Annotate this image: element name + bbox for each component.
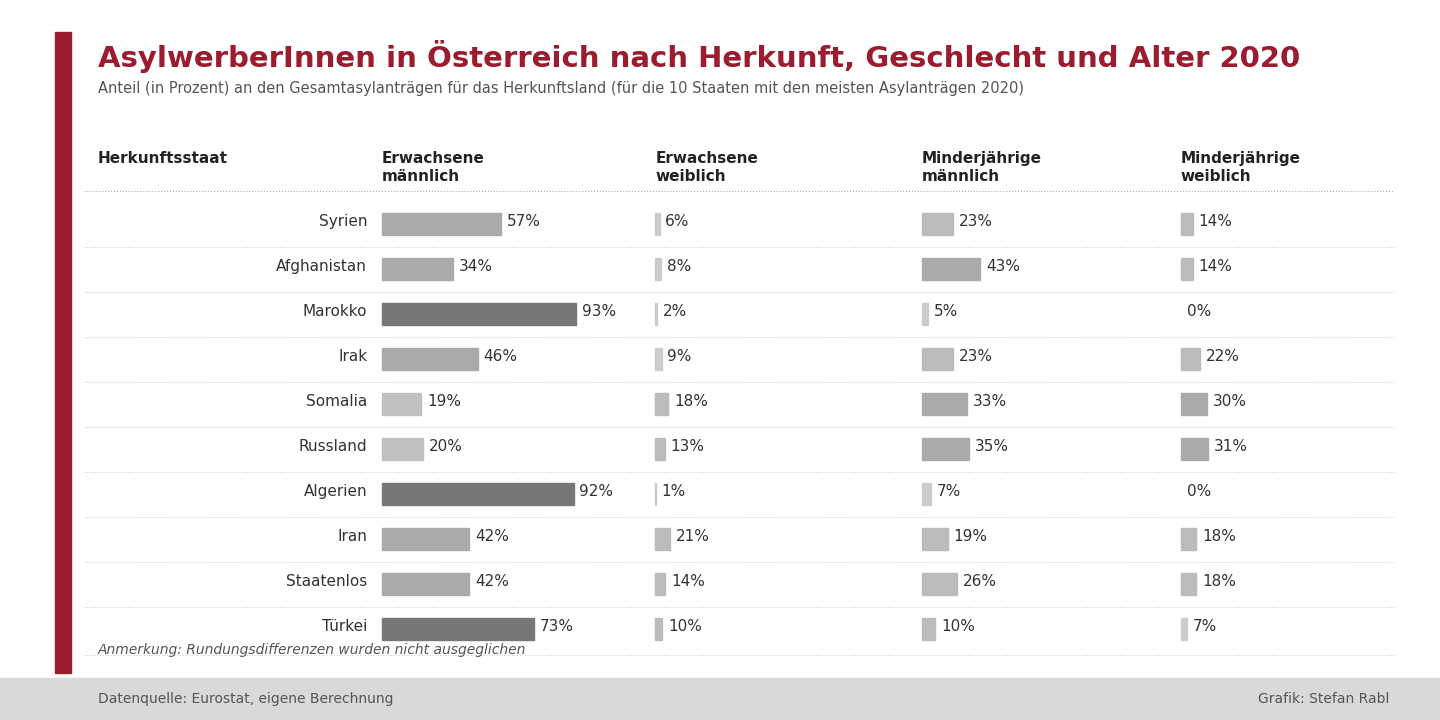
Text: 18%: 18%: [1202, 529, 1236, 544]
Text: 93%: 93%: [582, 305, 616, 320]
Bar: [655, 438, 665, 460]
Text: 57%: 57%: [507, 215, 540, 230]
Text: 31%: 31%: [1214, 439, 1247, 454]
Text: 7%: 7%: [1192, 619, 1217, 634]
Text: Datenquelle: Eurostat, eigene Berechnung: Datenquelle: Eurostat, eigene Berechnung: [98, 692, 393, 706]
Bar: [922, 528, 948, 550]
Text: Syrien: Syrien: [318, 215, 367, 230]
Text: Anmerkung: Rundungsdifferenzen wurden nicht ausgeglichen: Anmerkung: Rundungsdifferenzen wurden ni…: [98, 643, 526, 657]
Text: 6%: 6%: [665, 215, 690, 230]
Bar: [382, 573, 469, 595]
Bar: [382, 618, 534, 640]
Bar: [1181, 618, 1187, 640]
Bar: [655, 303, 657, 325]
Text: Erwachsene
weiblich: Erwachsene weiblich: [655, 151, 757, 184]
Text: 14%: 14%: [1198, 259, 1233, 274]
Text: Grafik: Stefan Rabl: Grafik: Stefan Rabl: [1259, 692, 1390, 706]
Text: Minderjährige
weiblich: Minderjährige weiblich: [1181, 151, 1300, 184]
Bar: [1181, 393, 1207, 415]
Text: Iran: Iran: [337, 529, 367, 544]
Text: 18%: 18%: [674, 395, 708, 410]
Bar: [382, 438, 423, 460]
Text: Afghanistan: Afghanistan: [276, 259, 367, 274]
Text: 19%: 19%: [428, 395, 461, 410]
Text: Minderjährige
männlich: Minderjährige männlich: [922, 151, 1041, 184]
Text: 14%: 14%: [671, 575, 706, 590]
Text: 1%: 1%: [662, 485, 685, 500]
Text: 9%: 9%: [668, 349, 691, 364]
Bar: [382, 258, 452, 280]
Text: 13%: 13%: [671, 439, 704, 454]
Bar: [1181, 438, 1208, 460]
Text: Erwachsene
männlich: Erwachsene männlich: [382, 151, 484, 184]
Text: Herkunftsstaat: Herkunftsstaat: [98, 151, 228, 166]
Bar: [382, 528, 469, 550]
Text: 92%: 92%: [579, 485, 613, 500]
Bar: [382, 393, 422, 415]
Bar: [922, 618, 936, 640]
Bar: [922, 573, 958, 595]
Text: Russland: Russland: [298, 439, 367, 454]
Text: 22%: 22%: [1205, 349, 1240, 364]
Bar: [655, 213, 660, 235]
Bar: [655, 528, 671, 550]
Text: 23%: 23%: [959, 215, 992, 230]
Bar: [655, 393, 668, 415]
Bar: [382, 303, 576, 325]
Text: AsylwerberInnen in Österreich nach Herkunft, Geschlecht und Alter 2020: AsylwerberInnen in Österreich nach Herku…: [98, 40, 1300, 73]
Bar: [655, 348, 662, 370]
Bar: [922, 438, 969, 460]
Text: 34%: 34%: [458, 259, 492, 274]
Text: 2%: 2%: [662, 305, 687, 320]
Bar: [1181, 528, 1197, 550]
Text: 10%: 10%: [942, 619, 975, 634]
Bar: [922, 483, 932, 505]
Text: Anteil (in Prozent) an den Gesamtasylanträgen für das Herkunftsland (für die 10 : Anteil (in Prozent) an den Gesamtasylant…: [98, 81, 1024, 96]
Bar: [382, 348, 478, 370]
Bar: [655, 573, 665, 595]
Bar: [922, 258, 981, 280]
Text: Türkei: Türkei: [321, 619, 367, 634]
Text: Irak: Irak: [338, 349, 367, 364]
Text: 33%: 33%: [972, 395, 1007, 410]
Bar: [1181, 213, 1192, 235]
Text: 5%: 5%: [935, 305, 959, 320]
Text: 21%: 21%: [677, 529, 710, 544]
Bar: [1181, 348, 1200, 370]
Text: 0%: 0%: [1187, 485, 1211, 500]
Bar: [55, 32, 71, 673]
Text: Staatenlos: Staatenlos: [287, 575, 367, 590]
Bar: [1181, 573, 1197, 595]
Text: 7%: 7%: [937, 485, 960, 500]
Text: Algerien: Algerien: [304, 485, 367, 500]
Bar: [655, 258, 661, 280]
Text: 0%: 0%: [1187, 305, 1211, 320]
Text: Somalia: Somalia: [305, 395, 367, 410]
Bar: [655, 618, 662, 640]
Text: 18%: 18%: [1202, 575, 1236, 590]
Bar: [382, 483, 573, 505]
Text: 73%: 73%: [540, 619, 573, 634]
Text: 35%: 35%: [975, 439, 1009, 454]
Text: 42%: 42%: [475, 529, 508, 544]
Bar: [382, 213, 501, 235]
Bar: [922, 303, 929, 325]
Text: 14%: 14%: [1198, 215, 1233, 230]
Text: 46%: 46%: [484, 349, 517, 364]
Text: 8%: 8%: [667, 259, 691, 274]
Text: 42%: 42%: [475, 575, 508, 590]
Text: Marokko: Marokko: [302, 305, 367, 320]
Text: 19%: 19%: [953, 529, 988, 544]
Text: 20%: 20%: [429, 439, 464, 454]
Bar: [922, 348, 953, 370]
Text: 26%: 26%: [963, 575, 996, 590]
Text: 43%: 43%: [986, 259, 1020, 274]
Bar: [0, 678, 1440, 720]
Bar: [922, 393, 966, 415]
Bar: [922, 213, 953, 235]
Bar: [1181, 258, 1192, 280]
Text: 30%: 30%: [1212, 395, 1247, 410]
Text: 10%: 10%: [668, 619, 703, 634]
Text: 23%: 23%: [959, 349, 992, 364]
